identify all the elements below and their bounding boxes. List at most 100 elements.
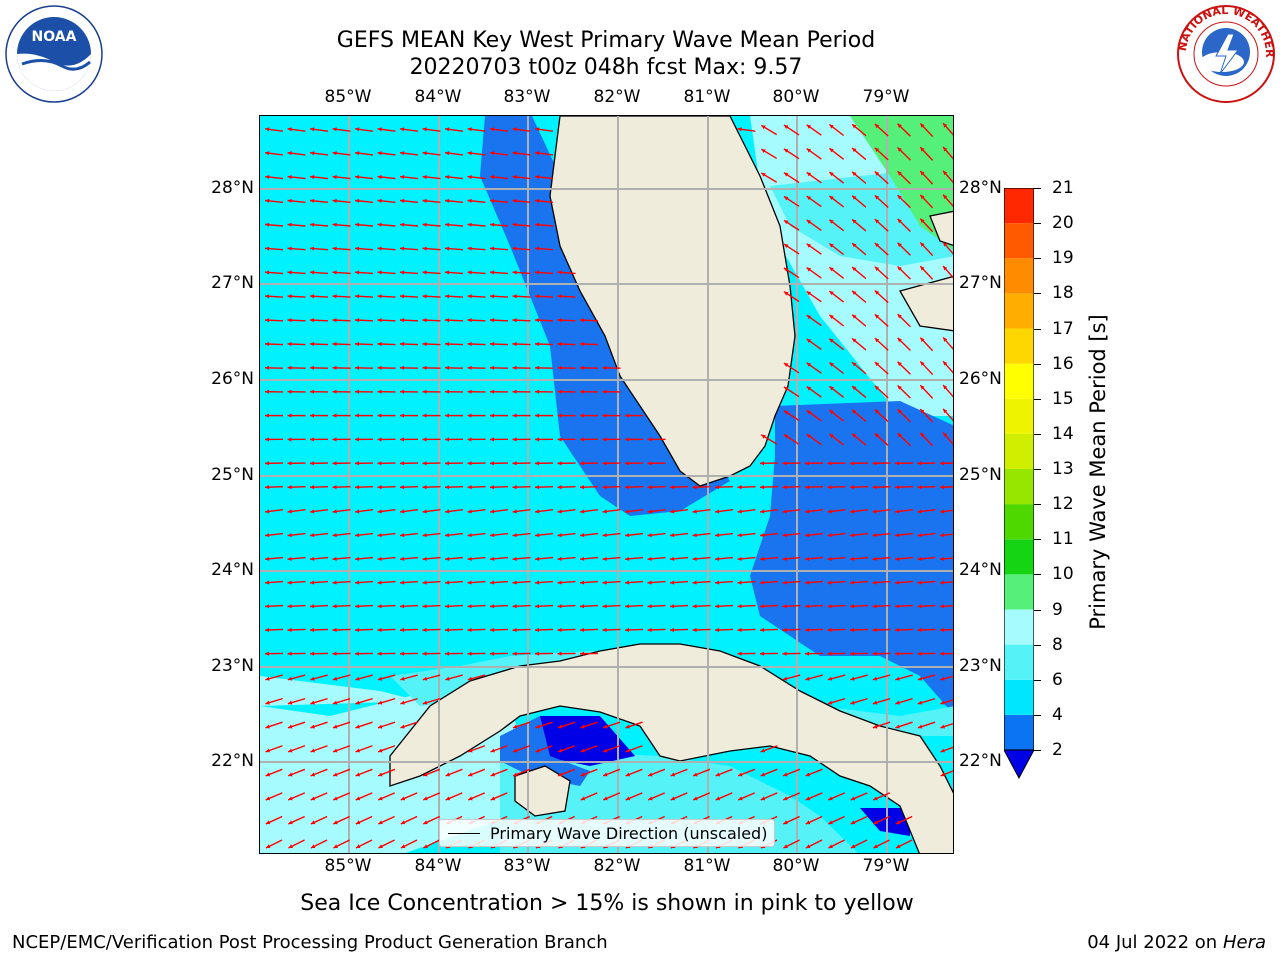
wave-direction-arrow — [287, 175, 306, 180]
wave-direction-arrow — [874, 123, 889, 137]
wave-direction-arrow — [489, 508, 509, 514]
wave-direction-arrow — [579, 485, 599, 490]
wave-direction-arrow — [759, 604, 779, 609]
wave-direction-arrow — [851, 433, 867, 446]
wave-direction-arrow — [737, 532, 756, 538]
wave-direction-arrow — [467, 413, 486, 418]
wave-direction-arrow — [692, 485, 711, 490]
wave-direction-arrow — [827, 580, 846, 585]
wave-direction-arrow — [917, 604, 936, 609]
wave-direction-arrow — [400, 839, 418, 849]
wave-direction-arrow — [828, 839, 845, 849]
wave-direction-arrow — [894, 556, 914, 561]
wave-direction-arrow — [287, 768, 306, 777]
wave-direction-arrow — [309, 175, 329, 180]
wave-direction-arrow — [309, 222, 329, 227]
wave-direction-arrow — [783, 410, 800, 422]
wave-direction-arrow — [759, 532, 779, 538]
wave-direction-arrow — [310, 792, 328, 801]
wave-direction-arrow — [309, 580, 329, 585]
wave-direction-arrow — [557, 437, 576, 442]
wave-direction-arrow — [827, 532, 846, 538]
wave-direction-arrow — [332, 604, 351, 609]
wave-direction-arrow — [602, 745, 621, 753]
wave-direction-arrow — [940, 746, 953, 753]
colorbar — [1004, 188, 1034, 780]
wave-direction-arrow — [874, 266, 889, 280]
wave-direction-arrow — [534, 246, 554, 251]
wave-direction-arrow — [422, 365, 441, 370]
wave-direction-arrow — [602, 721, 621, 729]
wave-direction-arrow — [759, 580, 779, 585]
colorbar-tick-label: 8 — [1052, 634, 1063, 655]
wave-direction-arrow — [714, 508, 734, 514]
wave-direction-arrow — [872, 485, 891, 490]
wave-direction-arrow — [512, 413, 531, 418]
wave-direction-arrow — [602, 532, 621, 538]
wave-direction-arrow — [850, 839, 868, 849]
wave-direction-arrow — [534, 270, 554, 275]
wave-direction-arrow — [851, 409, 867, 422]
wave-direction-arrow — [354, 389, 374, 394]
wave-direction-arrow — [828, 266, 845, 279]
wave-direction-arrow — [783, 815, 800, 825]
wave-direction-arrow — [467, 604, 486, 609]
wave-direction-arrow — [942, 122, 953, 136]
wave-direction-arrow — [942, 384, 953, 398]
wave-direction-arrow — [940, 675, 953, 681]
wave-direction-arrow — [422, 697, 441, 705]
wave-direction-arrow — [917, 508, 936, 514]
wave-direction-arrow — [489, 485, 509, 490]
wave-direction-arrow — [670, 792, 688, 801]
wave-direction-arrow — [489, 365, 509, 370]
wave-direction-arrow — [919, 170, 934, 185]
wave-direction-arrow — [399, 413, 419, 418]
wave-direction-arrow — [827, 792, 846, 801]
wave-direction-arrow — [579, 532, 599, 538]
wave-direction-arrow — [490, 768, 508, 777]
wave-direction-arrow — [579, 627, 599, 633]
wave-direction-arrow — [467, 198, 486, 203]
wave-direction-arrow — [828, 314, 845, 327]
wave-direction-arrow — [355, 674, 373, 681]
wave-direction-arrow — [264, 151, 284, 156]
wave-direction-arrow — [377, 461, 396, 466]
wave-direction-arrow — [602, 627, 621, 633]
wave-direction-arrow — [422, 627, 441, 633]
wave-direction-arrow — [783, 386, 800, 398]
ocean-deep-se — [860, 808, 910, 836]
wave-direction-arrow — [828, 242, 845, 256]
wave-direction-arrow — [917, 651, 936, 656]
colorbar-segment — [1004, 398, 1034, 434]
wave-direction-arrow — [939, 604, 953, 609]
wave-direction-arrow — [332, 437, 351, 442]
lat-tick-right: 28°N — [959, 178, 1002, 198]
wave-direction-arrow — [804, 627, 824, 633]
wave-direction-arrow — [692, 604, 711, 609]
wave-direction-arrow — [851, 361, 867, 375]
wave-direction-arrow — [444, 508, 464, 514]
wave-direction-arrow — [288, 815, 305, 825]
wave-period-map: Primary Wave Direction (unscaled) — [259, 115, 954, 854]
wave-direction-arrow — [874, 218, 889, 232]
colorbar-tick-label: 12 — [1052, 494, 1074, 515]
wave-direction-arrow — [377, 389, 396, 394]
wave-direction-arrow — [939, 461, 953, 466]
wave-direction-arrow — [399, 389, 419, 394]
wave-direction-arrow — [783, 839, 800, 849]
wave-direction-arrow — [851, 266, 867, 280]
wave-direction-arrow — [557, 270, 576, 275]
wave-direction-arrow — [625, 745, 643, 753]
wave-direction-arrow — [827, 697, 846, 705]
wave-direction-arrow — [264, 556, 284, 561]
wave-direction-arrow — [828, 361, 845, 375]
wave-direction-arrow — [377, 745, 396, 753]
wave-direction-arrow — [827, 461, 846, 466]
wave-direction-arrow — [422, 318, 441, 323]
wave-direction-arrow — [377, 127, 396, 132]
wave-direction-arrow — [874, 337, 889, 351]
wave-direction-arrow — [354, 532, 374, 538]
wave-direction-arrow — [355, 815, 373, 825]
colorbar-tick-mark — [1034, 504, 1041, 506]
wave-direction-arrow — [309, 127, 329, 132]
